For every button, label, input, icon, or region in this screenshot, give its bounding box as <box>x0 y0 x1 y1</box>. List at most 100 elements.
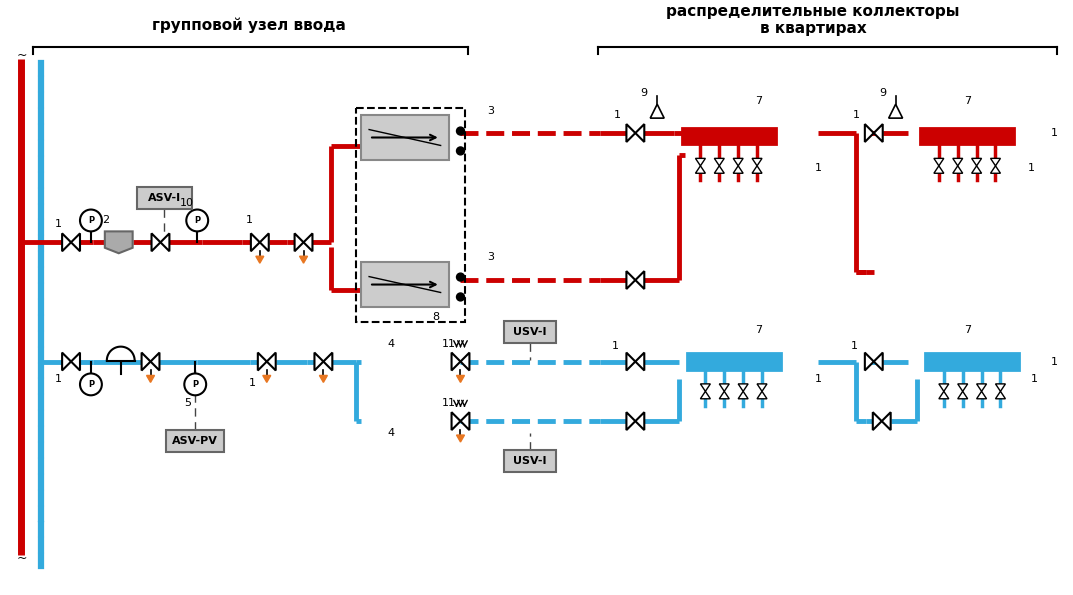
Bar <box>687 353 781 370</box>
Polygon shape <box>627 271 635 289</box>
Polygon shape <box>958 384 968 392</box>
Circle shape <box>80 374 102 395</box>
Polygon shape <box>304 233 312 251</box>
Polygon shape <box>105 231 133 253</box>
Text: 1: 1 <box>248 378 255 389</box>
Polygon shape <box>758 384 767 392</box>
Polygon shape <box>295 233 304 251</box>
Polygon shape <box>953 166 962 173</box>
Polygon shape <box>460 412 470 430</box>
Polygon shape <box>251 233 260 251</box>
Text: 3: 3 <box>487 252 494 262</box>
Circle shape <box>185 374 206 395</box>
Polygon shape <box>142 353 150 371</box>
Polygon shape <box>934 158 944 166</box>
Polygon shape <box>976 392 986 399</box>
Polygon shape <box>323 353 333 371</box>
Polygon shape <box>865 353 873 371</box>
Polygon shape <box>452 412 460 430</box>
Text: 5: 5 <box>183 398 191 408</box>
Polygon shape <box>456 375 465 383</box>
Polygon shape <box>865 124 873 142</box>
Bar <box>920 127 1014 145</box>
Polygon shape <box>62 233 71 251</box>
Text: ~: ~ <box>16 552 27 565</box>
Text: распределительные коллекторы
в квартирах: распределительные коллекторы в квартирах <box>666 4 960 36</box>
Polygon shape <box>888 104 902 118</box>
Text: 11: 11 <box>442 339 456 349</box>
Polygon shape <box>635 124 644 142</box>
Text: 3: 3 <box>487 106 494 116</box>
Text: 1: 1 <box>55 374 61 384</box>
Polygon shape <box>958 392 968 399</box>
Polygon shape <box>934 166 944 173</box>
Polygon shape <box>695 166 705 173</box>
Polygon shape <box>873 353 883 371</box>
Polygon shape <box>882 412 891 430</box>
Polygon shape <box>733 158 744 166</box>
Bar <box>362 262 449 307</box>
FancyBboxPatch shape <box>166 430 224 452</box>
FancyBboxPatch shape <box>137 187 192 208</box>
Text: P: P <box>88 380 94 389</box>
Polygon shape <box>161 233 170 251</box>
Polygon shape <box>320 375 327 383</box>
Polygon shape <box>258 353 267 371</box>
Circle shape <box>456 293 465 301</box>
Polygon shape <box>719 384 730 392</box>
Polygon shape <box>719 392 730 399</box>
Polygon shape <box>299 256 308 263</box>
Polygon shape <box>701 384 710 392</box>
Polygon shape <box>715 158 724 166</box>
Polygon shape <box>627 124 635 142</box>
Text: 1: 1 <box>1028 163 1035 173</box>
Polygon shape <box>627 353 635 371</box>
Text: 1: 1 <box>1031 374 1039 384</box>
Polygon shape <box>635 412 644 430</box>
Polygon shape <box>752 166 762 173</box>
Text: P: P <box>192 380 199 389</box>
Polygon shape <box>733 166 744 173</box>
Polygon shape <box>456 435 465 442</box>
Text: 1: 1 <box>814 374 822 384</box>
Polygon shape <box>255 256 264 263</box>
Bar <box>681 127 776 145</box>
Text: 9: 9 <box>641 88 648 98</box>
Text: ASV-I: ASV-I <box>148 193 181 203</box>
Text: USV-I: USV-I <box>513 456 547 466</box>
Text: 1: 1 <box>852 110 859 120</box>
Polygon shape <box>996 392 1005 399</box>
Text: 4: 4 <box>387 339 395 349</box>
FancyBboxPatch shape <box>504 321 556 343</box>
Polygon shape <box>701 392 710 399</box>
Text: 11: 11 <box>442 398 456 408</box>
Polygon shape <box>976 384 986 392</box>
Polygon shape <box>972 166 982 173</box>
Text: 1: 1 <box>612 340 619 350</box>
Circle shape <box>456 147 465 155</box>
Circle shape <box>456 273 465 281</box>
FancyBboxPatch shape <box>504 450 556 472</box>
Polygon shape <box>715 166 724 173</box>
Text: 8: 8 <box>432 312 439 322</box>
Polygon shape <box>695 158 705 166</box>
Text: 9: 9 <box>879 88 886 98</box>
Bar <box>356 108 466 322</box>
Polygon shape <box>260 233 268 251</box>
Text: групповой узел ввода: групповой узел ввода <box>152 18 346 33</box>
Text: 1: 1 <box>814 163 822 173</box>
Polygon shape <box>953 158 962 166</box>
Polygon shape <box>635 271 644 289</box>
Text: ASV-PV: ASV-PV <box>173 436 218 446</box>
Text: P: P <box>194 216 201 225</box>
Text: 1: 1 <box>614 110 621 120</box>
Polygon shape <box>939 392 949 399</box>
Polygon shape <box>62 353 71 371</box>
Polygon shape <box>151 233 161 251</box>
Text: 1: 1 <box>1052 128 1058 138</box>
Circle shape <box>456 127 465 135</box>
Bar <box>362 115 449 160</box>
Polygon shape <box>314 353 323 371</box>
Polygon shape <box>150 353 160 371</box>
Text: ~: ~ <box>16 49 27 62</box>
